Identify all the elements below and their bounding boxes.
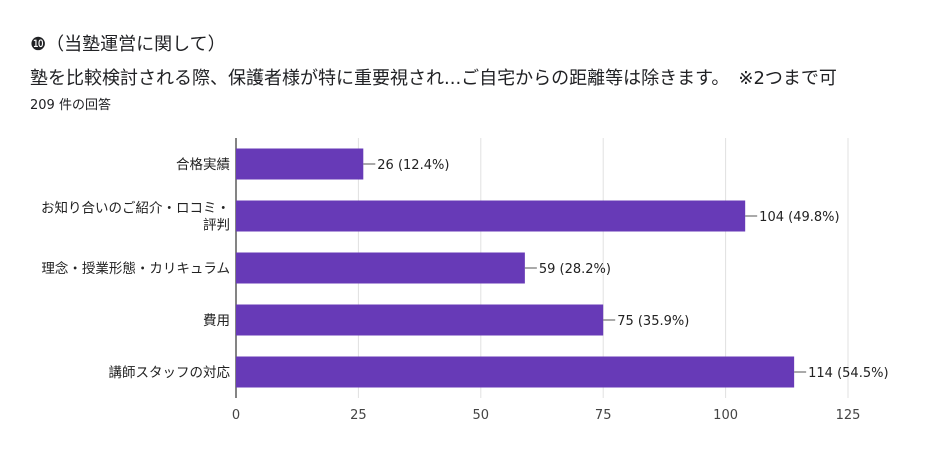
- question-text: 塾を比較検討される際、保護者様が特に重要視され...ご自宅からの距離等は除きます…: [30, 68, 837, 89]
- bar: [236, 148, 364, 180]
- bar: [236, 200, 746, 232]
- bar: [236, 356, 795, 388]
- data-label: 114 (54.5%): [808, 366, 888, 381]
- category-label: 理念・授業形態・カリキュラム: [41, 260, 230, 277]
- category-label: お知り合いのご紹介・ロコミ・: [41, 200, 230, 217]
- x-tick-label: 0: [232, 408, 240, 423]
- category-label: 評判: [203, 218, 230, 234]
- question-title: ❿（当塾運営に関して）: [30, 34, 226, 55]
- bar: [236, 304, 604, 336]
- category-label: 講師スタッフの対応: [109, 365, 231, 381]
- data-label: 104 (49.8%): [759, 210, 839, 225]
- x-tick-label: 125: [836, 408, 861, 423]
- data-label: 26 (12.4%): [377, 158, 449, 173]
- x-tick-label: 50: [473, 408, 490, 423]
- category-label: 費用: [203, 313, 230, 329]
- data-label: 75 (35.9%): [617, 314, 689, 329]
- x-tick-label: 100: [713, 408, 738, 423]
- x-tick-label: 25: [350, 408, 367, 423]
- response-count: 209 件の回答: [30, 98, 111, 113]
- category-label: 合格実績: [176, 157, 230, 173]
- data-label: 59 (28.2%): [539, 262, 611, 277]
- bar: [236, 252, 525, 284]
- x-tick-label: 75: [595, 408, 612, 423]
